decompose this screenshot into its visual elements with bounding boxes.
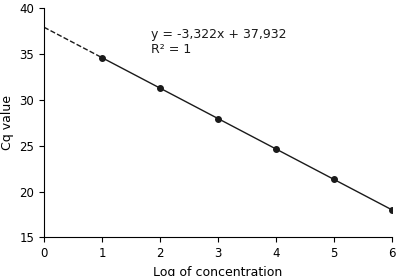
Y-axis label: Cq value: Cq value	[1, 95, 14, 150]
Text: y = -3,322x + 37,932
R² = 1: y = -3,322x + 37,932 R² = 1	[151, 28, 287, 56]
X-axis label: Log of concentration: Log of concentration	[153, 266, 283, 276]
